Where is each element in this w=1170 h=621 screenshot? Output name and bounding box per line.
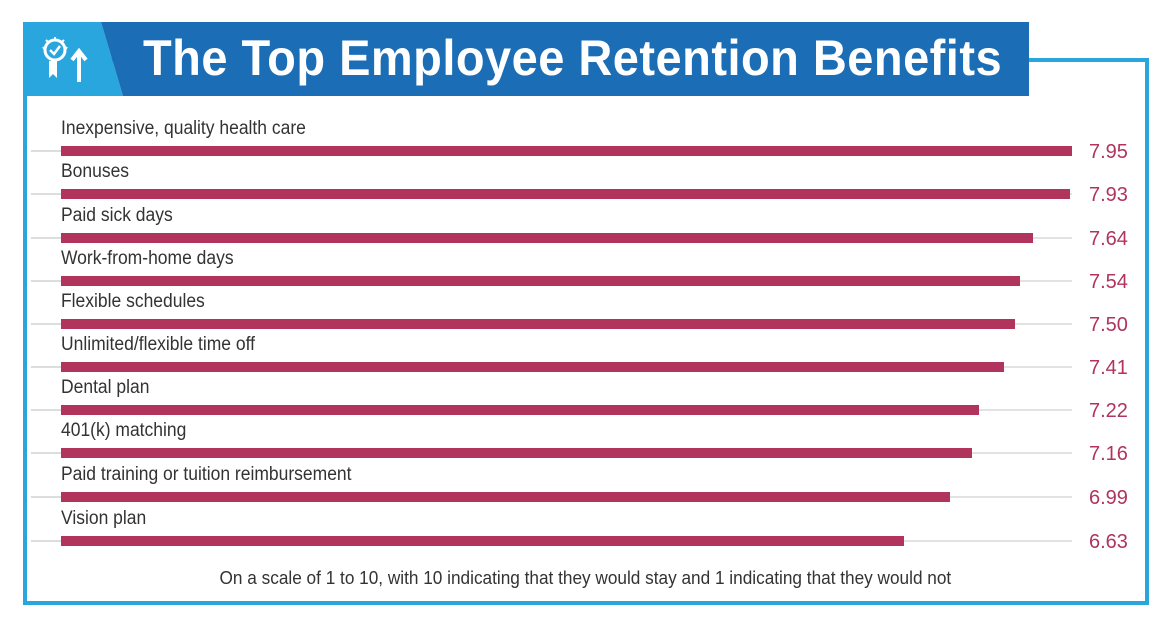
bar-value: 7.22 <box>1089 400 1128 422</box>
bar-value: 7.93 <box>1089 184 1128 206</box>
bar-value: 7.95 <box>1089 141 1128 163</box>
row-tick-line <box>31 150 61 152</box>
bar-label: 401(k) matching <box>61 420 187 441</box>
bar-value: 6.63 <box>1089 531 1128 553</box>
row-tick-line <box>31 496 61 498</box>
bar-label: Paid training or tuition reimbursement <box>61 464 352 485</box>
bar <box>61 146 1072 156</box>
bar-label: Dental plan <box>61 377 150 398</box>
row-tick-line <box>31 280 61 282</box>
bar-value: 7.41 <box>1089 357 1128 379</box>
bar-label: Vision plan <box>61 508 147 529</box>
row-tick-line <box>31 366 61 368</box>
title-banner-main <box>101 22 1029 96</box>
title-banner: The Top Employee Retention Benefits <box>23 22 1029 96</box>
bar <box>61 319 1015 329</box>
bar-value: 6.99 <box>1089 487 1128 509</box>
bar-label: Bonuses <box>61 161 130 182</box>
bar <box>61 405 979 415</box>
bar-value: 7.50 <box>1089 314 1128 336</box>
bar <box>61 189 1070 199</box>
chart-frame <box>23 58 1149 605</box>
scale-footnote-text: On a scale of 1 to 10, with 10 indicatin… <box>219 567 951 588</box>
bar-label: Inexpensive, quality health care <box>61 118 306 139</box>
bar-value: 7.64 <box>1089 228 1128 250</box>
bar <box>61 448 972 458</box>
row-tick-line <box>31 409 61 411</box>
scale-footnote: On a scale of 1 to 10, with 10 indicatin… <box>0 567 1170 589</box>
bar <box>61 233 1033 243</box>
bar-label: Work-from-home days <box>61 248 234 269</box>
bar-label: Unlimited/flexible time off <box>61 334 255 355</box>
bar <box>61 536 904 546</box>
row-tick-line <box>31 540 61 542</box>
bar <box>61 276 1020 286</box>
chart-title: The Top Employee Retention Benefits <box>143 30 1003 86</box>
bar-label: Flexible schedules <box>61 291 205 312</box>
bar <box>61 492 950 502</box>
row-tick-line <box>31 452 61 454</box>
bar <box>61 362 1004 372</box>
row-tick-line <box>31 193 61 195</box>
row-tick-line <box>31 237 61 239</box>
bar-label: Paid sick days <box>61 205 173 226</box>
bar-value: 7.16 <box>1089 443 1128 465</box>
bar-value: 7.54 <box>1089 271 1128 293</box>
award-ribbon-up-arrow-icon <box>42 37 88 82</box>
row-tick-line <box>31 323 61 325</box>
